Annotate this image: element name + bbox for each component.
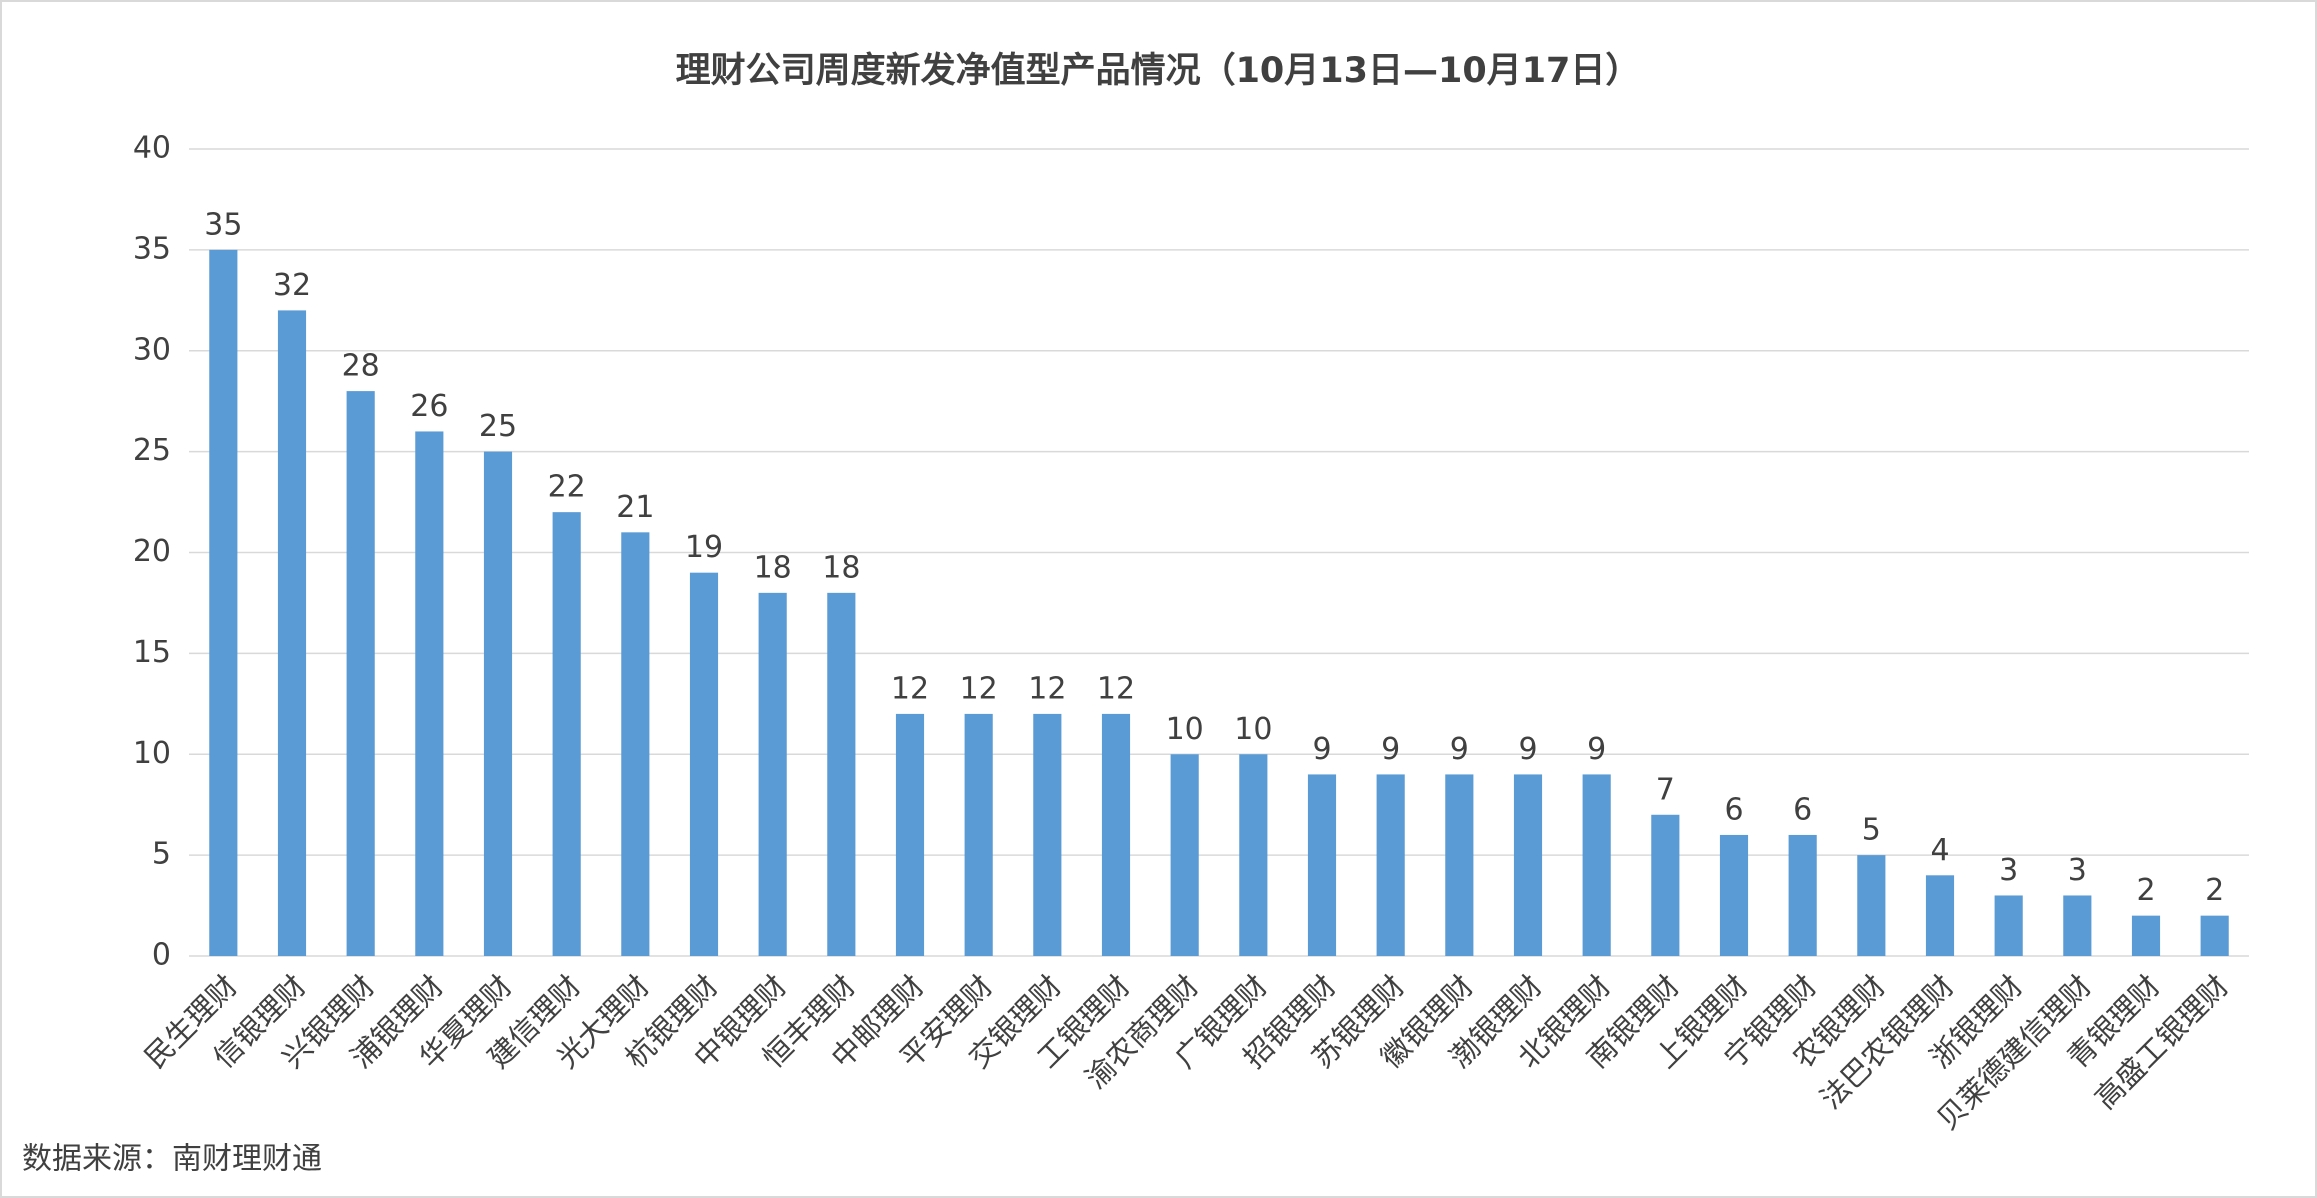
data-label: 25 <box>479 409 517 444</box>
data-label: 21 <box>616 490 654 525</box>
data-label: 18 <box>822 550 860 585</box>
bar <box>483 451 513 956</box>
bar <box>2131 915 2161 956</box>
data-label: 6 <box>1724 792 1743 827</box>
data-label: 28 <box>342 349 380 384</box>
data-label: 9 <box>1518 732 1537 767</box>
bar <box>346 391 375 957</box>
data-label: 10 <box>1166 712 1204 747</box>
bar <box>1307 774 1337 956</box>
data-label: 9 <box>1381 732 1400 767</box>
bar <box>415 431 444 956</box>
y-tick-label: 40 <box>133 131 171 166</box>
chart-title: 理财公司周度新发净值型产品情况（10月13日—10月17日） <box>676 51 1641 91</box>
data-label: 10 <box>1234 712 1272 747</box>
data-label: 12 <box>960 671 998 706</box>
bar <box>2200 915 2229 956</box>
data-label: 18 <box>754 550 792 585</box>
data-label: 5 <box>1862 813 1881 848</box>
bar <box>209 249 238 956</box>
data-label: 35 <box>204 207 242 242</box>
data-label: 19 <box>685 530 723 565</box>
data-label: 2 <box>2136 873 2155 908</box>
bar <box>2063 895 2092 956</box>
bar <box>277 310 307 956</box>
bar <box>1101 713 1131 956</box>
bar <box>827 592 856 956</box>
y-tick-label: 30 <box>133 332 171 367</box>
data-label: 9 <box>1450 732 1469 767</box>
y-tick-label: 0 <box>152 938 171 973</box>
y-tick-label: 35 <box>133 231 171 266</box>
bar <box>689 572 719 956</box>
y-tick-label: 10 <box>133 736 171 771</box>
bar <box>1239 754 1268 956</box>
bar <box>1513 774 1543 956</box>
data-label: 12 <box>1097 671 1135 706</box>
bar <box>758 592 787 956</box>
y-tick-label: 25 <box>133 433 171 468</box>
data-label: 12 <box>891 671 929 706</box>
bar <box>1719 834 1749 956</box>
bar <box>895 713 925 956</box>
data-label: 3 <box>2068 853 2087 888</box>
data-label: 6 <box>1793 792 1812 827</box>
bar <box>621 532 650 956</box>
data-label: 9 <box>1312 732 1331 767</box>
data-label: 22 <box>548 470 586 505</box>
data-label: 4 <box>1930 833 1949 868</box>
source-note: 数据来源：南财理财通 <box>22 1142 322 1177</box>
bar <box>1445 774 1474 956</box>
data-label: 12 <box>1028 671 1066 706</box>
bar <box>1788 834 1817 956</box>
bar <box>1857 855 1886 956</box>
y-tick-label: 15 <box>133 635 171 670</box>
data-label: 2 <box>2205 873 2224 908</box>
bar <box>552 512 581 956</box>
y-tick-label: 5 <box>152 837 171 872</box>
bar <box>1651 814 1680 956</box>
data-label: 7 <box>1656 772 1675 807</box>
bar <box>1994 895 2023 956</box>
data-label: 9 <box>1587 732 1606 767</box>
bar <box>1033 713 1062 956</box>
bar <box>1925 875 1955 956</box>
y-tick-label: 20 <box>133 534 171 569</box>
data-label: 26 <box>410 389 448 424</box>
data-label: 32 <box>273 268 311 303</box>
bar <box>1582 774 1611 956</box>
bar <box>1170 754 1199 956</box>
bar <box>1376 774 1405 956</box>
data-label: 3 <box>1999 853 2018 888</box>
bar <box>964 713 993 956</box>
